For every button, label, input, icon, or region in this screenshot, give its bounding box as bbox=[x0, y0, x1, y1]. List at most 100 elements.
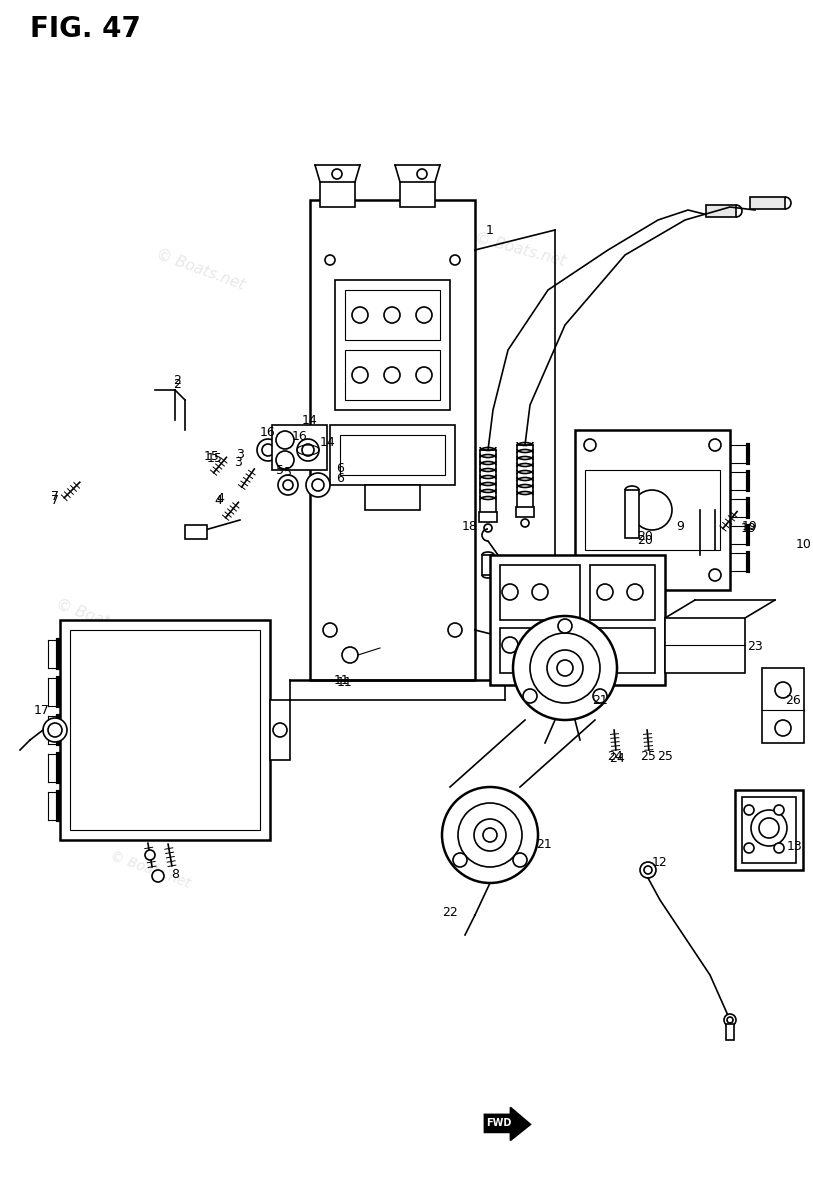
Circle shape bbox=[593, 689, 607, 703]
Bar bbox=[479, 512, 497, 522]
Bar bbox=[480, 450, 496, 515]
Bar bbox=[665, 618, 745, 673]
Text: 7: 7 bbox=[51, 491, 59, 504]
Circle shape bbox=[302, 444, 314, 456]
Circle shape bbox=[513, 616, 617, 720]
Text: 13: 13 bbox=[787, 840, 803, 853]
Circle shape bbox=[417, 169, 427, 179]
Bar bbox=[345, 290, 440, 340]
Text: 19: 19 bbox=[742, 521, 758, 534]
Circle shape bbox=[744, 805, 754, 815]
Circle shape bbox=[416, 367, 432, 383]
Bar bbox=[500, 565, 580, 620]
Text: 10: 10 bbox=[796, 539, 812, 552]
Text: 11: 11 bbox=[337, 676, 353, 689]
Text: 14: 14 bbox=[320, 437, 336, 450]
Circle shape bbox=[306, 473, 330, 497]
Bar bbox=[185, 526, 207, 539]
Text: © Boats.net: © Boats.net bbox=[108, 848, 192, 892]
Text: 22: 22 bbox=[442, 906, 458, 919]
Bar bbox=[340, 434, 445, 475]
Circle shape bbox=[513, 853, 527, 866]
Circle shape bbox=[597, 584, 613, 600]
Bar bbox=[625, 490, 639, 538]
Circle shape bbox=[273, 722, 287, 737]
Circle shape bbox=[484, 524, 492, 532]
Bar bbox=[60, 620, 270, 840]
Text: 6: 6 bbox=[336, 472, 344, 485]
Circle shape bbox=[450, 254, 460, 265]
Circle shape bbox=[448, 623, 462, 637]
Circle shape bbox=[384, 367, 400, 383]
Text: 1: 1 bbox=[486, 223, 494, 236]
Circle shape bbox=[547, 650, 583, 686]
Bar bbox=[272, 425, 327, 470]
Circle shape bbox=[532, 637, 548, 653]
Bar bbox=[590, 628, 655, 673]
Text: 17: 17 bbox=[34, 703, 50, 716]
Circle shape bbox=[342, 647, 358, 662]
Text: 3: 3 bbox=[234, 456, 242, 468]
Circle shape bbox=[458, 803, 522, 866]
Bar bbox=[482, 554, 494, 575]
Bar bbox=[70, 630, 260, 830]
Bar bbox=[742, 797, 796, 863]
Circle shape bbox=[774, 805, 784, 815]
Text: 26: 26 bbox=[785, 694, 801, 707]
Circle shape bbox=[759, 818, 779, 838]
Text: 18: 18 bbox=[462, 521, 478, 534]
Text: © Boats.net: © Boats.net bbox=[154, 247, 246, 293]
Text: 21: 21 bbox=[592, 694, 608, 707]
Text: 24: 24 bbox=[607, 750, 623, 762]
Circle shape bbox=[627, 584, 643, 600]
Circle shape bbox=[751, 810, 787, 846]
Bar bbox=[310, 200, 475, 680]
Circle shape bbox=[442, 787, 538, 883]
Circle shape bbox=[640, 862, 656, 878]
Circle shape bbox=[278, 475, 298, 494]
Circle shape bbox=[523, 689, 537, 703]
Bar bbox=[500, 628, 580, 673]
Circle shape bbox=[644, 866, 652, 874]
Bar bbox=[335, 280, 450, 410]
Circle shape bbox=[632, 490, 672, 530]
Text: 15: 15 bbox=[204, 450, 220, 462]
Bar bbox=[706, 205, 736, 217]
Text: 5: 5 bbox=[276, 463, 284, 476]
Bar bbox=[345, 350, 440, 400]
Text: 20: 20 bbox=[637, 530, 653, 544]
Circle shape bbox=[276, 451, 294, 469]
Circle shape bbox=[276, 431, 294, 449]
Circle shape bbox=[709, 439, 721, 451]
Circle shape bbox=[474, 818, 506, 851]
Bar bbox=[726, 1024, 734, 1040]
Text: 16: 16 bbox=[260, 426, 276, 438]
Bar bbox=[735, 790, 803, 870]
Circle shape bbox=[502, 637, 518, 653]
Text: 9: 9 bbox=[676, 521, 684, 534]
Circle shape bbox=[145, 850, 155, 860]
Text: 6: 6 bbox=[336, 462, 344, 474]
Circle shape bbox=[724, 1014, 736, 1026]
Text: 16: 16 bbox=[292, 430, 308, 443]
Circle shape bbox=[332, 169, 342, 179]
Bar bbox=[762, 668, 804, 743]
Circle shape bbox=[744, 842, 754, 853]
Bar bbox=[575, 430, 730, 590]
Circle shape bbox=[727, 1018, 733, 1022]
Bar bbox=[750, 197, 785, 209]
Circle shape bbox=[352, 367, 368, 383]
Circle shape bbox=[325, 254, 335, 265]
Bar bbox=[517, 445, 533, 510]
Circle shape bbox=[483, 828, 497, 842]
Circle shape bbox=[774, 842, 784, 853]
Text: 24: 24 bbox=[609, 751, 625, 764]
Circle shape bbox=[312, 479, 324, 491]
Circle shape bbox=[584, 569, 596, 581]
Text: 2: 2 bbox=[173, 378, 181, 391]
Circle shape bbox=[262, 444, 274, 456]
Circle shape bbox=[48, 722, 62, 737]
Circle shape bbox=[709, 569, 721, 581]
Circle shape bbox=[257, 439, 279, 461]
Circle shape bbox=[775, 720, 791, 736]
